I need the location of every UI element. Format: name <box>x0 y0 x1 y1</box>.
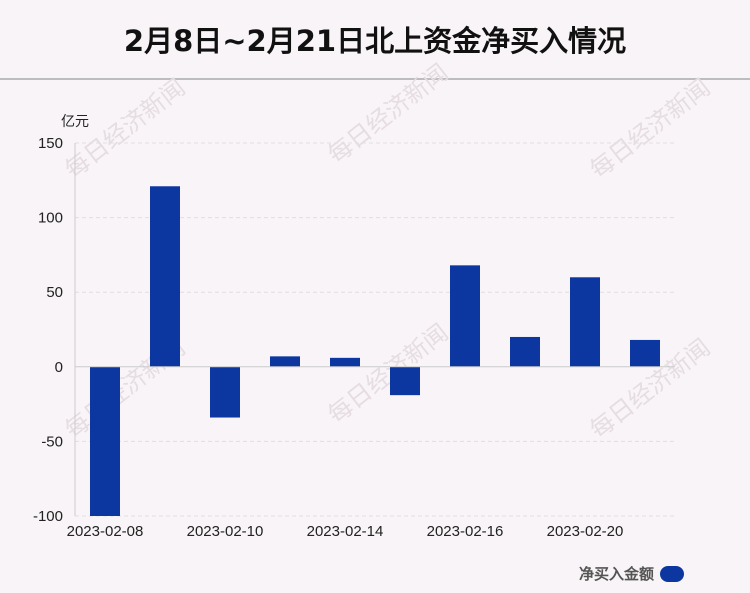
bar-2023-02-17 <box>510 336 540 367</box>
y-tick-label: -100 <box>33 508 63 525</box>
legend-swatch <box>660 565 684 582</box>
y-tick-label: -50 <box>41 433 63 450</box>
y-tick-label: 0 <box>55 359 63 376</box>
watermark: 每日经济新闻 <box>585 73 716 184</box>
bar-2023-02-08 <box>90 366 120 516</box>
legend-label: 净买入金额 <box>578 565 654 583</box>
watermark: 每日经济新闻 <box>323 58 454 169</box>
y-axis-unit: 亿元 <box>61 114 89 130</box>
x-tick-label: 2023-02-16 <box>427 523 504 540</box>
bar-2023-02-14 <box>330 357 360 367</box>
bar-2023-02-09 <box>150 186 180 367</box>
bar-2023-02-10 <box>210 366 240 418</box>
x-tick-label: 2023-02-08 <box>67 523 144 540</box>
y-tick-label: 50 <box>46 284 63 301</box>
bar-2023-02-15 <box>390 366 420 396</box>
watermark: 每日经济新闻 <box>323 318 454 429</box>
bar-2023-02-16 <box>450 265 480 367</box>
y-tick-label: 100 <box>38 210 63 227</box>
x-tick-label: 2023-02-10 <box>187 523 264 540</box>
y-tick-label: 150 <box>38 135 63 152</box>
x-tick-label: 2023-02-14 <box>307 523 384 540</box>
bar-2023-02-21 <box>630 339 660 367</box>
bar-2023-02-13 <box>270 356 300 367</box>
bar-2023-02-20 <box>570 277 600 367</box>
x-tick-label: 2023-02-20 <box>547 523 624 540</box>
chart-title: 2月8日~2月21日北上资金净买入情况 <box>0 0 750 80</box>
legend[interactable]: 净买入金额 <box>579 563 684 584</box>
